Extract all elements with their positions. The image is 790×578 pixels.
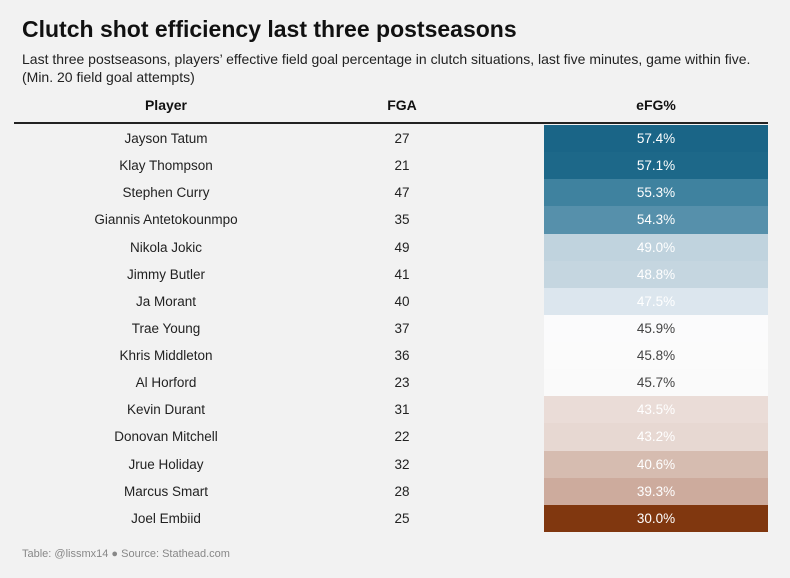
player-name-cell: Jimmy Butler xyxy=(126,266,205,282)
fga-cell: 47 xyxy=(394,185,410,201)
player-name-cell: Klay Thompson xyxy=(119,158,213,174)
fga-cell: 32 xyxy=(394,456,410,472)
efg-cell: 57.1% xyxy=(544,152,768,180)
fga-cell: 37 xyxy=(394,320,410,336)
efg-cell: 30.0% xyxy=(544,504,768,532)
player-name-cell: Trae Young xyxy=(131,320,201,336)
table-row: Khris Middleton 36 45.8% xyxy=(14,342,768,370)
efg-cell: 54.3% xyxy=(544,206,768,234)
fga-cell: 28 xyxy=(394,483,410,499)
column-header-fga: FGA xyxy=(387,97,417,113)
player-name-cell: Giannis Antetokounmpo xyxy=(94,212,238,228)
efg-cell: 43.5% xyxy=(544,396,768,424)
fga-cell: 23 xyxy=(394,375,410,391)
player-name-cell: Kevin Durant xyxy=(126,402,206,418)
player-name-cell: Al Horford xyxy=(135,375,197,391)
efg-cell: 48.8% xyxy=(544,260,768,288)
fga-cell: 31 xyxy=(394,402,410,418)
player-name-cell: Nikola Jokic xyxy=(129,239,203,255)
player-name-cell: Jrue Holiday xyxy=(128,456,204,472)
column-header-efg: eFG% xyxy=(636,97,676,113)
table-row: Trae Young 37 45.9% xyxy=(14,314,768,342)
table-body: Jayson Tatum 27 57.4% Klay Thompson 21 57.1% S… xyxy=(14,125,768,532)
efg-cell: 45.8% xyxy=(544,342,768,370)
player-name-cell: Donovan Mitchell xyxy=(114,429,218,445)
table-row: Jimmy Butler 41 48.8% xyxy=(14,260,768,288)
chart-title: Clutch shot efficiency last three postse… xyxy=(22,16,517,42)
table-row: Donovan Mitchell 22 43.2% xyxy=(14,423,768,451)
table-row: Klay Thompson 21 57.1% xyxy=(14,152,768,180)
table-row: Stephen Curry 47 55.3% xyxy=(14,179,768,207)
fga-cell: 22 xyxy=(394,429,410,445)
fga-cell: 21 xyxy=(394,158,410,174)
efg-cell: 39.3% xyxy=(544,477,768,505)
efg-cell: 49.0% xyxy=(544,233,768,261)
efg-cell: 57.4% xyxy=(544,125,768,153)
table-header: Player FGA eFG% xyxy=(14,92,768,124)
fga-cell: 49 xyxy=(394,239,410,255)
efg-cell: 40.6% xyxy=(544,450,768,478)
player-name-cell: Ja Morant xyxy=(135,293,197,309)
fga-cell: 35 xyxy=(394,212,410,228)
fga-cell: 40 xyxy=(394,293,410,309)
efg-cell: 47.5% xyxy=(544,287,768,315)
table-row: Giannis Antetokounmpo 35 54.3% xyxy=(14,206,768,234)
efg-cell: 45.9% xyxy=(544,314,768,342)
player-name-cell: Stephen Curry xyxy=(122,185,210,201)
efg-cell: 45.7% xyxy=(544,369,768,397)
fga-cell: 41 xyxy=(394,266,410,282)
efg-cell: 43.2% xyxy=(544,423,768,451)
table-row: Jrue Holiday 32 40.6% xyxy=(14,450,768,478)
column-header-player: Player xyxy=(144,97,188,113)
table-row: Ja Morant 40 47.5% xyxy=(14,287,768,315)
table-row: Al Horford 23 45.7% xyxy=(14,369,768,397)
fga-cell: 27 xyxy=(394,131,410,147)
fga-cell: 25 xyxy=(394,510,410,526)
table-row: Jayson Tatum 27 57.4% xyxy=(14,125,768,153)
efg-cell: 55.3% xyxy=(544,179,768,207)
table-row: Kevin Durant 31 43.5% xyxy=(14,396,768,424)
fga-cell: 36 xyxy=(394,348,410,364)
player-name-cell: Khris Middleton xyxy=(119,348,213,364)
table-row: Nikola Jokic 49 49.0% xyxy=(14,233,768,261)
table-row: Marcus Smart 28 39.3% xyxy=(14,477,768,505)
chart-subtitle: Last three postseasons, players’ effecti… xyxy=(22,51,751,85)
table-row: Joel Embiid 25 30.0% xyxy=(14,504,768,532)
chart-footer: Table: @lissmx14 ● Source: Stathead.com xyxy=(22,548,230,560)
player-name-cell: Marcus Smart xyxy=(123,483,208,499)
player-name-cell: Jayson Tatum xyxy=(124,131,208,147)
player-name-cell: Joel Embiid xyxy=(131,510,201,526)
